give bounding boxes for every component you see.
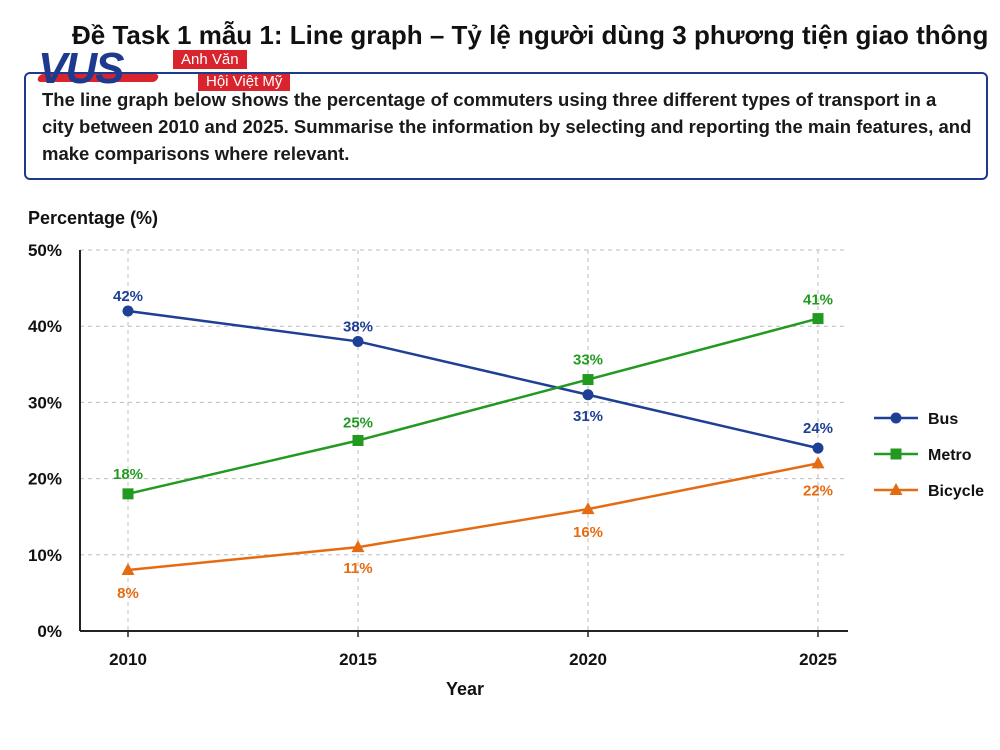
y-tick-label: 10% [28,546,62,565]
metro-series-data-label: 33% [573,352,603,369]
metro-series-point [352,435,364,446]
y-tick-label: 40% [28,317,62,336]
y-axis-title: Percentage (%) [28,208,158,228]
bicycle-series-point [811,456,825,469]
bicycle-series-data-label: 8% [117,585,139,602]
bus-series-data-label: 31% [573,408,603,425]
line-chart: 0% 10% 20% 30% 40% 50% 2010 2015 2020 2025 Percent… [28,208,984,699]
legend-metro-label: Metro [928,447,972,464]
legend-metro-point [890,448,902,460]
bus-series-line [127,309,819,450]
logo-mark: VUS [38,44,124,93]
logo-tag-hoi-viet-my: Hội Việt Mỹ [198,72,291,91]
x-axis-title: Year [446,679,484,699]
bicycle-series-data-label: 22% [803,482,833,499]
bicycle-series-point [351,540,365,553]
metro-series-point [812,313,824,325]
x-tick-label: 2010 [109,650,147,669]
bicycle-series-data-label: 11% [343,560,372,577]
y-tick-label: 0% [37,622,62,641]
legend-bicycle-label: Bicycle [928,483,984,500]
metro-series-data-label: 18% [113,466,143,483]
x-tick-label: 2020 [569,650,607,669]
bus-series-data-label: 38% [343,318,373,335]
bus-series-data-label: 42% [113,288,143,305]
legend-bus-label: Bus [928,411,958,428]
metro-series-line [127,317,819,496]
bicycle-series-line [127,462,819,572]
x-tick-label: 2015 [339,650,377,669]
bicycle-series-data-label: 16% [573,524,603,541]
y-tick-label: 20% [28,470,62,489]
logo-tag-anh-van: Anh Văn [173,50,247,69]
y-tick-label: 50% [28,241,62,260]
bus-series-point [812,442,824,454]
metro-series-data-label: 25% [343,415,373,432]
bus-series-data-label: 24% [803,420,833,437]
legend-bus-point [890,412,902,424]
task-prompt-text: The line graph below shows the percentag… [42,89,972,164]
bicycle-series-point [581,502,595,515]
x-tick-label: 2025 [799,650,837,669]
task-prompt-box: The line graph below shows the percentag… [24,72,988,180]
metro-series-data-label: 41% [803,292,833,309]
bus-series-point [582,389,594,401]
bus-series-point [352,335,364,347]
metro-series-point [122,488,134,500]
y-tick-label: 30% [28,393,62,412]
metro-series-point [582,374,594,386]
vus-logo: VUS Anh Văn Hội Việt Mỹ [36,44,318,100]
bicycle-series-point [121,563,135,576]
bus-series-point [122,305,134,317]
page-title: Đề Task 1 mẫu 1: Line graph – Tỷ lệ ngườ… [72,20,989,50]
legend-bicycle-point [889,483,903,495]
